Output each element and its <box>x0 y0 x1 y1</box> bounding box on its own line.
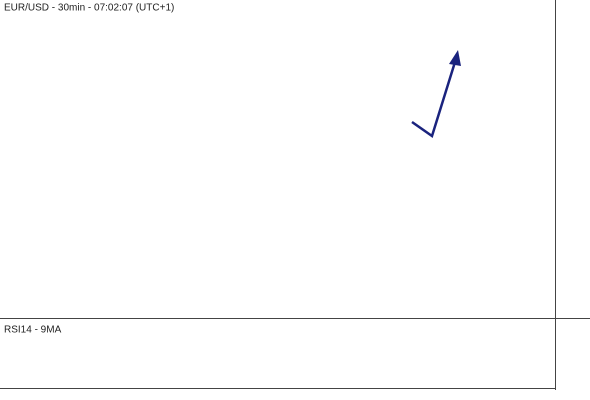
projection-arrowhead <box>449 50 461 66</box>
rsi-title: RSI14 - 9MA <box>4 325 62 336</box>
chart-title: EUR/USD - 30min - 07:02:07 (UTC+1) <box>4 3 174 14</box>
projection-arrow <box>411 61 457 139</box>
